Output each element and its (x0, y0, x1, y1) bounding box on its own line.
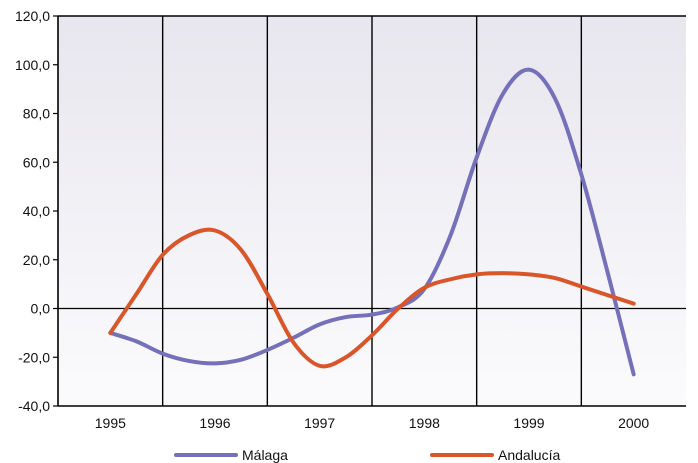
legend-label-1: Andalucía (498, 447, 560, 463)
series-line-0 (108, 67, 636, 377)
series-layer (108, 67, 636, 377)
x-tick-label: 1998 (409, 415, 440, 431)
tick-layer: -40,0 -20,0 0,0 20,0 40,0 60,0 80,0 100,0 120,0 1… (15, 8, 649, 431)
legend: Málaga Andalucía (174, 447, 560, 463)
x-tick-label: 1996 (199, 415, 230, 431)
y-tick-label: 40,0 (23, 203, 50, 219)
y-tick-label: 100,0 (15, 57, 50, 73)
y-tick-label: 20,0 (23, 252, 50, 268)
grid-layer (161, 16, 583, 406)
legend-label-0: Málaga (242, 447, 288, 463)
x-tick-label: 1995 (95, 415, 126, 431)
y-tick-label: 0,0 (31, 301, 51, 317)
y-tick-label: 60,0 (23, 154, 50, 170)
y-tick-label: 120,0 (15, 8, 50, 24)
x-tick-label: 1999 (513, 415, 544, 431)
y-tick-label: 80,0 (23, 106, 50, 122)
y-tick-label: -40,0 (18, 398, 50, 414)
y-tick-label: -20,0 (18, 349, 50, 365)
x-tick-label: 2000 (618, 415, 649, 431)
series-line-1 (108, 227, 636, 369)
x-tick-label: 1997 (304, 415, 335, 431)
